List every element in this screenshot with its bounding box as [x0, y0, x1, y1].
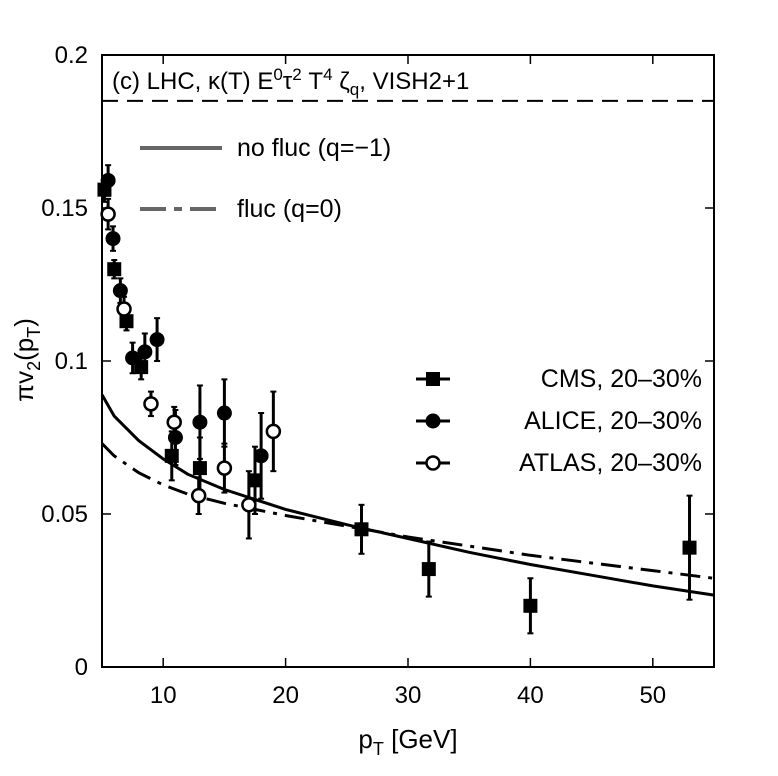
title-e-exp: 0 — [273, 65, 282, 84]
marker-atlas-20-30 — [143, 396, 159, 412]
x-tick-label: 50 — [639, 682, 666, 709]
x-tick-label: 10 — [150, 682, 177, 709]
marker-cms-20-30 — [192, 461, 207, 476]
legend-marker-atlas-20-30 — [425, 455, 441, 471]
xlabel-rest: [GeV] — [384, 724, 458, 754]
marker-cms-20-30 — [421, 562, 436, 577]
legend-label-no-fluc-q-1: no fluc (q=−1) — [237, 134, 391, 162]
legend: no fluc (q=−1) fluc (q=0) CMS, 20–30% ALICE… — [140, 134, 702, 477]
marker-cms-20-30 — [523, 598, 538, 613]
legend-label-fluc-q-0: fluc (q=0) — [237, 195, 342, 223]
ylabel-post: ) — [9, 318, 39, 327]
marker-alice-20-30 — [125, 350, 141, 366]
marker-alice-20-30 — [192, 414, 208, 430]
title-t-exp: 4 — [323, 65, 332, 84]
x-tick-label: 20 — [272, 682, 299, 709]
marker-alice-20-30 — [149, 332, 165, 348]
marker-atlas-20-30 — [116, 301, 132, 317]
y-tick-label: 0 — [75, 654, 88, 681]
legend-label-cms-20-30: CMS, 20–30% — [541, 365, 702, 393]
y-tick-label: 0.2 — [55, 42, 88, 69]
marker-cms-20-30 — [354, 522, 369, 537]
marker-alice-20-30 — [137, 344, 153, 360]
ylabel-mid: (p — [9, 338, 39, 361]
title-suffix: , VISH2+1 — [359, 68, 469, 95]
curve-no-fluc-q-1 — [100, 393, 715, 597]
plot-content — [97, 99, 715, 635]
chart-title: (c) LHC, κ(T) E0τ2 T4 ζq, VISH2+1 — [112, 65, 469, 99]
ylabel-pre: πv — [9, 371, 39, 402]
title-tau-exp: 2 — [292, 65, 301, 84]
x-tick-label: 40 — [517, 682, 544, 709]
x-tick-label: 30 — [395, 682, 422, 709]
marker-cms-20-30 — [248, 473, 262, 488]
y-tick-label: 0.05 — [41, 501, 88, 528]
title-zeta-sub: q — [350, 80, 359, 99]
marker-atlas-20-30 — [190, 487, 207, 504]
marker-alice-20-30 — [112, 283, 128, 299]
marker-alice-20-30 — [100, 172, 116, 188]
legend-label-alice-20-30: ALICE, 20–30% — [524, 407, 702, 435]
legend-marker-cms-20-30 — [426, 372, 440, 386]
y-tick-label: 0.1 — [55, 348, 88, 375]
y-axis-title: πv2(pT) — [9, 318, 44, 402]
marker-atlas-20-30 — [265, 423, 282, 440]
x-axis-title: pT [GeV] — [358, 724, 457, 759]
marker-atlas-20-30 — [100, 206, 116, 222]
title-t: T — [302, 68, 324, 95]
marker-cms-20-30 — [107, 262, 122, 277]
title-zeta: ζ — [333, 68, 351, 95]
title-prefix: (c) LHC, κ(T) E — [112, 68, 273, 95]
marker-alice-20-30 — [105, 231, 121, 247]
ylabel-sub1: 2 — [24, 361, 44, 371]
legend-marker-alice-20-30 — [425, 413, 441, 429]
marker-cms-20-30 — [682, 540, 697, 555]
y-tick-label: 0.15 — [41, 195, 88, 222]
xlabel-main: p — [358, 724, 372, 754]
curve-fluc-q-0 — [100, 442, 715, 580]
marker-alice-20-30 — [253, 448, 269, 464]
marker-atlas-20-30 — [241, 497, 257, 513]
legend-label-atlas-20-30: ATLAS, 20–30% — [519, 449, 702, 477]
xlabel-sub: T — [373, 739, 384, 759]
marker-atlas-20-30 — [216, 460, 233, 476]
marker-atlas-20-30 — [166, 414, 182, 430]
marker-alice-20-30 — [216, 405, 232, 421]
ylabel-sub2: T — [24, 327, 44, 338]
title-tau: τ — [283, 68, 293, 95]
